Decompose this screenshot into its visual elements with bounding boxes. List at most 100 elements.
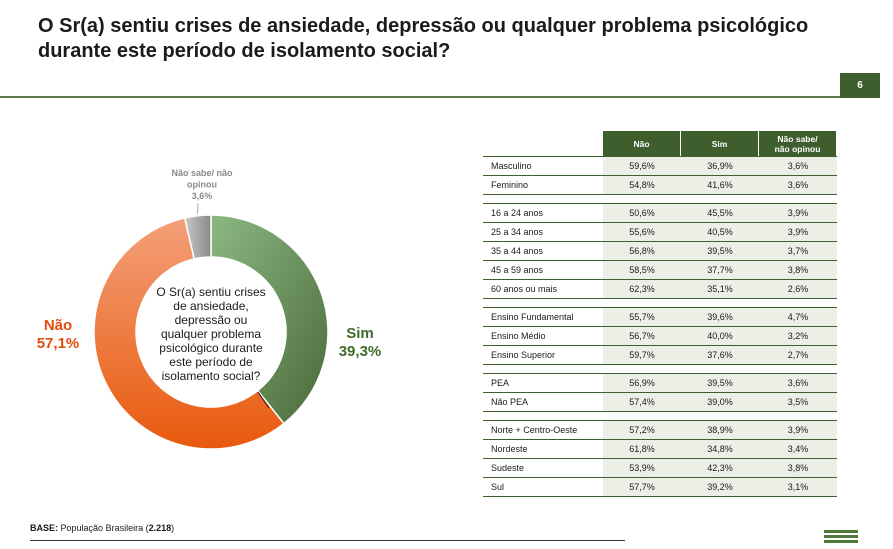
cell-sim: 37,6% (681, 345, 759, 365)
slice-value-ns: 3,6% (192, 191, 213, 201)
table-row: PEA 56,9% 39,5% 3,6% (483, 373, 837, 392)
title-divider (0, 96, 840, 98)
column-header-nao: Não (603, 131, 681, 156)
table-header-row: Não Sim Não sabe/não opinou (483, 131, 837, 156)
table-row: 45 a 59 anos 58,5% 37,7% 3,8% (483, 260, 837, 279)
base-note: BASE: População Brasileira (2.218) (30, 523, 174, 533)
cell-nao: 56,7% (603, 326, 681, 345)
cell-ns: 3,9% (759, 222, 837, 241)
cell-nao: 58,5% (603, 260, 681, 279)
cell-ns: 2,6% (759, 279, 837, 299)
row-label: Masculino (483, 156, 603, 175)
table-row: Masculino 59,6% 36,9% 3,6% (483, 156, 837, 175)
cell-sim: 40,5% (681, 222, 759, 241)
table-row: Ensino Médio 56,7% 40,0% 3,2% (483, 326, 837, 345)
row-label: Ensino Fundamental (483, 307, 603, 326)
donut-chart: O Sr(a) sentiu crises de ansiedade, depres… (37, 168, 381, 450)
row-label: 25 a 34 anos (483, 222, 603, 241)
row-label: Ensino Médio (483, 326, 603, 345)
row-label: 35 a 44 anos (483, 241, 603, 260)
page-number: 6 (840, 73, 880, 98)
cell-ns: 4,7% (759, 307, 837, 326)
cell-nao: 50,6% (603, 203, 681, 222)
table-header-blank (483, 131, 603, 156)
cell-sim: 39,5% (681, 241, 759, 260)
footer-divider (30, 540, 625, 541)
cell-nao: 53,9% (603, 458, 681, 477)
base-close: ) (171, 523, 175, 533)
slice-value-nao: 57,1% (37, 335, 80, 352)
group-spacer (483, 365, 837, 373)
cell-ns: 3,4% (759, 439, 837, 458)
cell-ns: 3,2% (759, 326, 837, 345)
cell-ns: 3,6% (759, 175, 837, 195)
cell-sim: 37,7% (681, 260, 759, 279)
cell-ns: 3,8% (759, 458, 837, 477)
row-label: Ensino Superior (483, 345, 603, 365)
cell-sim: 34,8% (681, 439, 759, 458)
cell-ns: 3,6% (759, 156, 837, 175)
crosstab-table: Não Sim Não sabe/não opinou Masculino 59,… (483, 131, 837, 497)
row-label: Feminino (483, 175, 603, 195)
column-header-sim: Sim (681, 131, 759, 156)
slice-ns (183, 214, 212, 260)
column-header-ns-line: não opinou (774, 143, 821, 154)
column-header-ns: Não sabe/não opinou (759, 131, 837, 156)
cell-nao: 57,4% (603, 392, 681, 412)
table-row: Sudeste 53,9% 42,3% 3,8% (483, 458, 837, 477)
table-row: 16 a 24 anos 50,6% 45,5% 3,9% (483, 203, 837, 222)
cell-ns: 3,8% (759, 260, 837, 279)
cell-sim: 40,0% (681, 326, 759, 345)
cell-sim: 39,5% (681, 373, 759, 392)
slice-sim (210, 214, 329, 425)
cell-nao: 61,8% (603, 439, 681, 458)
cell-ns: 3,6% (759, 373, 837, 392)
leader-line-sim (257, 391, 270, 409)
slice-label-sim: Sim (346, 325, 374, 342)
cell-sim: 42,3% (681, 458, 759, 477)
brand-logo-icon (824, 530, 858, 549)
cell-nao: 57,7% (603, 477, 681, 497)
column-header-ns-line: Não sabe/ (777, 133, 818, 144)
slice-label-ns: Não sabe/ não opinou (171, 168, 233, 190)
row-label: Sul (483, 477, 603, 497)
cell-ns: 3,9% (759, 203, 837, 222)
table-row: Ensino Fundamental 55,7% 39,6% 4,7% (483, 307, 837, 326)
row-label: PEA (483, 373, 603, 392)
page-title: O Sr(a) sentiu crises de ansiedade, depr… (38, 15, 809, 62)
cell-nao: 59,7% (603, 345, 681, 365)
cell-nao: 55,6% (603, 222, 681, 241)
table-row: 35 a 44 anos 56,8% 39,5% 3,7% (483, 241, 837, 260)
table-row: Norte + Centro-Oeste 57,2% 38,9% 3,9% (483, 420, 837, 439)
row-label: 45 a 59 anos (483, 260, 603, 279)
slice-label-nao: Não (44, 317, 72, 334)
slice-nao (93, 217, 285, 450)
table-row: Não PEA 57,4% 39,0% 3,5% (483, 392, 837, 412)
row-label: Nordeste (483, 439, 603, 458)
cell-sim: 41,6% (681, 175, 759, 195)
cell-sim: 38,9% (681, 420, 759, 439)
cell-nao: 59,6% (603, 156, 681, 175)
table-row: Feminino 54,8% 41,6% 3,6% (483, 175, 837, 195)
table-row: Ensino Superior 59,7% 37,6% 2,7% (483, 345, 837, 365)
cell-sim: 39,0% (681, 392, 759, 412)
cell-nao: 56,8% (603, 241, 681, 260)
row-label: 60 anos ou mais (483, 279, 603, 299)
donut-center-text: O Sr(a) sentiu crises de ansiedade, depres… (156, 285, 265, 383)
cell-sim: 36,9% (681, 156, 759, 175)
group-spacer (483, 412, 837, 420)
table-row: 60 anos ou mais 62,3% 35,1% 2,6% (483, 279, 837, 299)
cell-sim: 39,6% (681, 307, 759, 326)
row-label: Norte + Centro-Oeste (483, 420, 603, 439)
base-label: BASE: (30, 523, 59, 533)
cell-ns: 2,7% (759, 345, 837, 365)
base-text: População Brasileira ( (60, 523, 149, 533)
cell-nao: 57,2% (603, 420, 681, 439)
table-row: 25 a 34 anos 55,6% 40,5% 3,9% (483, 222, 837, 241)
group-spacer (483, 195, 837, 203)
table-row: Sul 57,7% 39,2% 3,1% (483, 477, 837, 497)
cell-ns: 3,1% (759, 477, 837, 497)
cell-nao: 54,8% (603, 175, 681, 195)
row-label: Sudeste (483, 458, 603, 477)
table-row: Nordeste 61,8% 34,8% 3,4% (483, 439, 837, 458)
